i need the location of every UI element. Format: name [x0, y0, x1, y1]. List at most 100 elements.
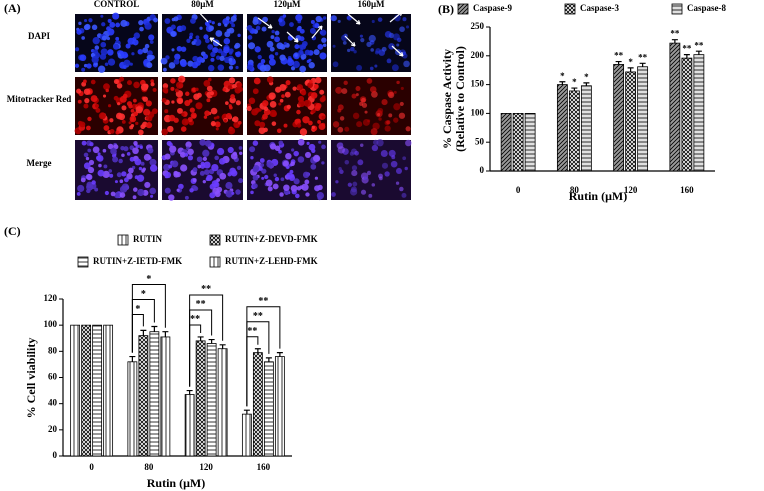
cell — [378, 117, 382, 121]
cell — [402, 53, 408, 59]
cell — [121, 119, 126, 124]
cell — [339, 169, 344, 174]
cell — [100, 14, 104, 18]
cell — [246, 25, 253, 31]
y-tick-label: 60 — [48, 372, 58, 382]
cell — [81, 36, 85, 40]
error-bar — [639, 62, 646, 67]
cell — [300, 90, 307, 96]
cell — [196, 156, 203, 163]
micrograph — [331, 139, 412, 200]
error-bar — [151, 325, 158, 332]
cell — [282, 14, 287, 18]
cell — [308, 58, 312, 62]
micrograph — [74, 12, 158, 73]
error-bar — [243, 409, 250, 415]
column-header: CONTROL — [94, 0, 140, 9]
error-bar — [615, 60, 622, 65]
cell — [83, 88, 91, 95]
cell — [199, 170, 205, 176]
cell — [253, 164, 260, 171]
significance: ** — [201, 284, 211, 295]
cell — [351, 165, 358, 171]
cell — [360, 189, 367, 195]
bar — [92, 324, 103, 457]
cell — [132, 147, 139, 155]
cell — [234, 44, 239, 49]
cell — [338, 167, 342, 171]
cell — [232, 84, 237, 89]
cell — [281, 94, 285, 98]
cell — [139, 26, 144, 32]
cell — [128, 167, 134, 174]
cell — [79, 54, 87, 62]
cell — [283, 184, 290, 191]
cell — [299, 36, 305, 42]
cell — [91, 24, 98, 31]
cell — [285, 152, 292, 160]
cell — [146, 54, 154, 62]
cell — [246, 64, 253, 71]
cell — [399, 101, 404, 107]
cell — [276, 128, 282, 134]
cell — [89, 142, 94, 147]
cell — [370, 128, 378, 136]
cell — [280, 177, 285, 182]
y-tick-label: 100 — [471, 107, 485, 117]
cell — [173, 117, 179, 123]
cell — [294, 53, 298, 57]
cell — [107, 49, 114, 56]
cell — [164, 109, 169, 114]
cell — [204, 140, 212, 147]
cell — [208, 25, 215, 31]
cell — [361, 102, 368, 108]
cell — [236, 51, 241, 56]
cell — [76, 29, 82, 35]
cell — [319, 96, 326, 103]
cell — [164, 89, 169, 94]
cell — [113, 144, 119, 150]
cell — [150, 164, 158, 172]
cell — [318, 123, 326, 130]
cell — [374, 64, 378, 68]
y-tick-label: 200 — [471, 50, 485, 60]
bar — [81, 324, 92, 457]
cell — [393, 90, 397, 94]
cell — [238, 86, 243, 92]
cell — [166, 140, 172, 146]
cell — [133, 111, 139, 117]
cell — [162, 83, 169, 89]
bar — [70, 324, 81, 457]
cell — [123, 59, 131, 67]
cell — [235, 100, 241, 106]
cell — [268, 58, 276, 66]
cell — [398, 112, 406, 119]
legend-label: RUTIN — [133, 234, 163, 244]
cell — [121, 51, 128, 59]
cell — [274, 52, 279, 56]
cell — [217, 22, 222, 27]
cell — [296, 84, 304, 91]
cell — [344, 126, 350, 132]
cell — [301, 183, 309, 191]
cell — [216, 55, 221, 60]
cell — [377, 17, 383, 22]
micrograph — [75, 140, 158, 200]
cell — [228, 57, 233, 62]
cell — [371, 19, 375, 23]
cell — [260, 163, 265, 167]
cell — [252, 18, 259, 25]
cell — [133, 140, 138, 146]
cell — [230, 15, 237, 22]
cell — [109, 118, 114, 123]
cell — [131, 52, 135, 56]
cell — [113, 43, 120, 50]
cell — [337, 108, 342, 113]
cell — [335, 86, 343, 94]
bar — [263, 361, 274, 457]
micrograph — [160, 14, 243, 72]
legend-label: RUTIN+Z-LEHD-FMK — [225, 256, 318, 266]
cell — [266, 40, 274, 48]
cell — [218, 158, 226, 165]
cell — [388, 113, 393, 118]
